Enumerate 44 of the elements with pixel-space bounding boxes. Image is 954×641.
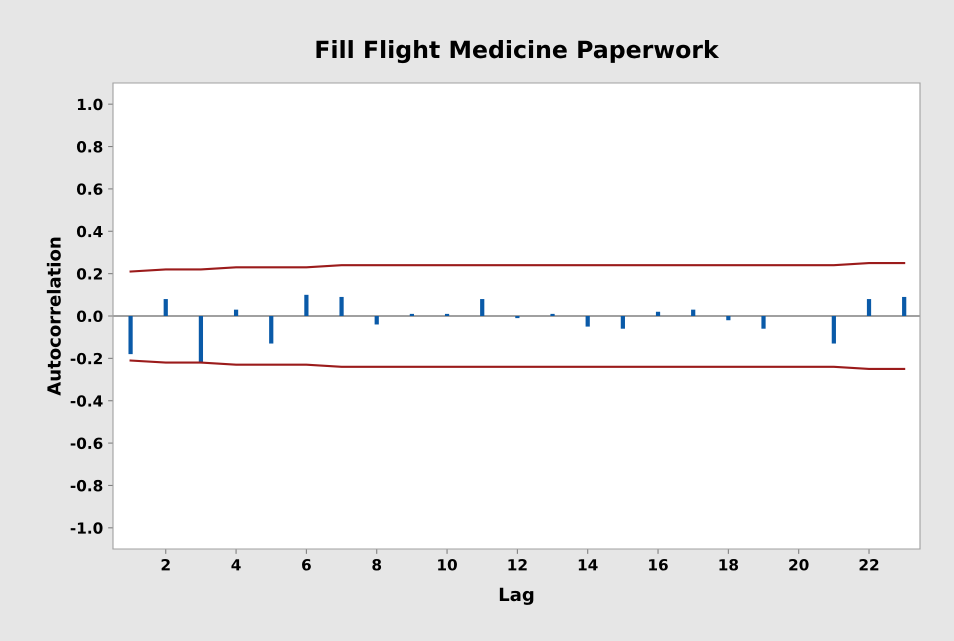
bar [480,299,484,316]
bar [234,310,238,316]
y-tick-label: 0.8 [76,141,102,153]
bar [902,296,906,316]
y-tick-label: -1.0 [70,522,103,534]
x-tick-label: 10 [438,558,457,571]
y-tick-label: -0.4 [70,395,103,407]
y-tick-label: 0.2 [76,268,102,280]
x-tick-label: 14 [578,559,598,570]
y-tick-label: 0.0 [76,310,103,322]
x-tick-label: 2 [162,558,170,570]
y-axis-title: Autocorrelation [46,238,61,396]
chart-title: Fill Flight Medicine Paperwork [316,40,720,64]
line-series [130,262,906,273]
bar [691,310,696,316]
x-axis-title: Lag [500,588,534,605]
y-tick-label: 0.6 [76,183,102,195]
bar [832,316,836,344]
bar [198,316,204,363]
line-series [130,359,906,370]
bar [339,296,344,316]
x-tick-label: 8 [372,558,382,571]
bar [866,299,872,316]
bar [761,316,766,329]
bar [269,316,274,344]
bar [164,299,168,316]
bar [304,294,309,316]
y-tick-label: -0.2 [70,352,102,364]
x-tick-label: 18 [719,558,738,571]
x-tick-label: 6 [302,559,311,571]
bar [374,316,379,324]
x-tick-label: 22 [860,558,878,570]
y-tick-label: -0.6 [70,438,102,450]
x-tick-label: 20 [789,558,809,571]
bar [128,316,133,354]
y-tick-label: 1.0 [78,98,103,110]
x-tick-label: 16 [649,559,668,571]
x-tick-label: 12 [508,558,527,570]
x-tick-label: 4 [231,559,241,570]
y-tick-label: -0.8 [70,480,102,492]
bar [620,316,625,329]
y-tick-label: 0.4 [76,226,103,238]
bar [726,316,730,320]
bar [586,316,590,327]
